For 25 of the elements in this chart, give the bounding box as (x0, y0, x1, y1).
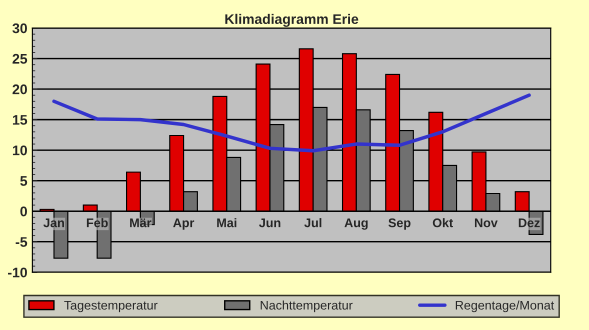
x-tick-label: Dez (518, 218, 540, 228)
x-tick-label: Aug (344, 218, 368, 230)
x-tick-label: Sep (388, 218, 410, 230)
legend-label: Regentage/Monat (456, 300, 554, 312)
y-tick-label: 30 (12, 23, 27, 34)
x-tick-label: Mär (130, 218, 152, 228)
x-tick-label: Jun (259, 218, 280, 228)
y-tick-label: 10 (12, 145, 27, 156)
y-tick-label: 0 (20, 206, 27, 216)
x-tick-label: Jul (304, 218, 322, 228)
legend-label: Tagestemperatur (64, 300, 158, 312)
x-tick-label: Okt (432, 218, 453, 228)
x-tick-label: Apr (173, 218, 194, 230)
y-tick-label: 5 (20, 176, 28, 186)
chart-title: Klimadiagramm Erie (225, 14, 358, 27)
x-tick-label: Nov (474, 218, 498, 228)
y-tick-label: 25 (12, 54, 28, 64)
y-tick-label: 15 (12, 115, 28, 125)
y-tick-label: -5 (16, 237, 28, 247)
y-tick-label: 20 (12, 84, 27, 94)
x-tick-label: Mai (217, 218, 236, 228)
x-tick-label: Feb (86, 218, 108, 228)
x-tick-label: Jan (43, 218, 64, 228)
y-tick-label: -10 (8, 268, 27, 278)
legend-label: Nachttemperatur (260, 300, 353, 312)
